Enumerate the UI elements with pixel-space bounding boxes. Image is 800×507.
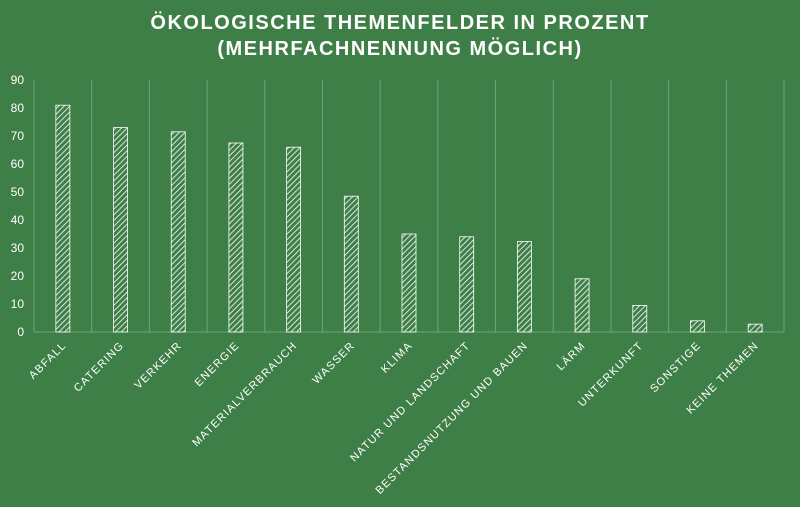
bar — [690, 320, 705, 333]
y-tick-label: 50 — [11, 185, 25, 199]
bar — [747, 323, 763, 333]
category-label: NATUR UND LANDSCHAFT — [348, 340, 473, 465]
bar — [55, 104, 71, 333]
bar — [113, 127, 128, 333]
y-tick-label: 60 — [11, 157, 25, 171]
category-label: VERKEHR — [132, 340, 184, 392]
category-label: ABFALL — [27, 340, 69, 382]
y-tick-label: 80 — [11, 101, 25, 115]
category-label: UNTERKUNFT — [576, 340, 646, 410]
y-tick-label: 20 — [11, 269, 25, 283]
bar — [286, 146, 302, 333]
category-label: WASSER — [310, 340, 357, 387]
y-tick-label: 40 — [11, 213, 25, 227]
bar — [228, 142, 244, 333]
category-label: LÄRM — [555, 340, 588, 373]
category-label: CATERING — [72, 340, 127, 395]
category-label: KLIMA — [379, 340, 415, 376]
bar — [459, 236, 475, 333]
bar — [516, 241, 532, 333]
bar — [170, 131, 186, 333]
y-tick-label: 90 — [11, 73, 25, 87]
chart-title-block: ÖKOLOGISCHE THEMENFELDER IN PROZENT (MEH… — [0, 10, 800, 62]
category-label: SONSTIGE — [648, 340, 703, 395]
bar — [574, 278, 590, 333]
y-tick-label: 70 — [11, 129, 25, 143]
category-label: ENERGIE — [193, 340, 242, 389]
chart-subtitle: (MEHRFACHNENNUNG MÖGLICH) — [217, 38, 583, 60]
bar — [632, 304, 648, 333]
y-tick-label: 0 — [17, 325, 24, 339]
bar — [343, 195, 359, 333]
category-label: MATERIALVERBRAUCH — [190, 340, 300, 450]
bar — [401, 233, 417, 333]
chart-title: ÖKOLOGISCHE THEMENFELDER IN PROZENT — [150, 12, 650, 34]
y-tick-label: 30 — [11, 241, 25, 255]
y-tick-label: 10 — [11, 297, 25, 311]
